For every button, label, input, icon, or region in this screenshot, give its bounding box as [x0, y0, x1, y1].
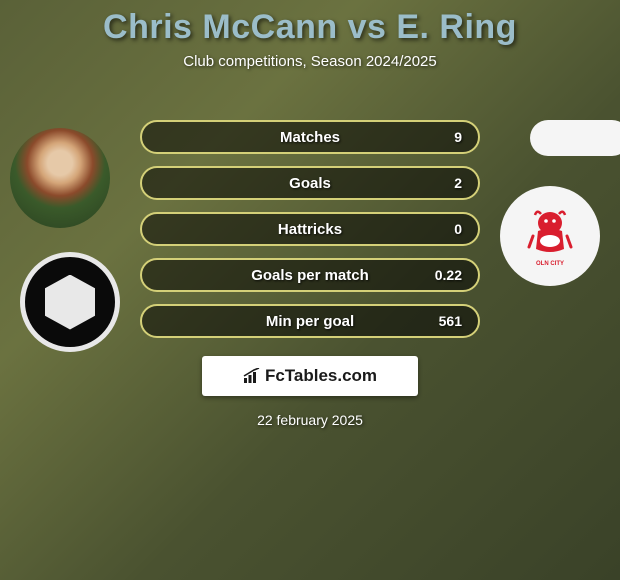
stat-row-hattricks: Hattricks 0 — [140, 212, 480, 246]
stat-row-matches: Matches 9 — [140, 120, 480, 154]
svg-text:OLN CITY: OLN CITY — [536, 261, 564, 267]
stat-value: 0.22 — [435, 267, 462, 283]
stat-label: Goals — [289, 175, 331, 192]
stat-label: Matches — [280, 129, 340, 146]
stat-row-mpg: Min per goal 561 — [140, 304, 480, 338]
stat-value: 9 — [454, 129, 462, 145]
stat-label: Hattricks — [278, 221, 342, 238]
subtitle: Club competitions, Season 2024/2025 — [0, 53, 620, 70]
stat-value: 2 — [454, 175, 462, 191]
stat-value: 561 — [439, 313, 462, 329]
comparison-card: Chris McCann vs E. Ring Club competition… — [0, 0, 620, 580]
player1-club-badge — [20, 252, 120, 352]
stat-value: 0 — [454, 221, 462, 237]
stats-panel: Matches 9 Goals 2 Hattricks 0 Goals per … — [140, 120, 480, 428]
player2-photo — [530, 120, 620, 156]
logo-text: FcTables.com — [265, 366, 377, 386]
stat-row-gpm: Goals per match 0.22 — [140, 258, 480, 292]
site-logo[interactable]: FcTables.com — [202, 356, 418, 396]
stat-label: Min per goal — [266, 313, 354, 330]
date-text: 22 february 2025 — [140, 412, 480, 428]
player2-club-badge: OLN CITY — [500, 186, 600, 286]
chart-icon — [243, 368, 261, 384]
stat-row-goals: Goals 2 — [140, 166, 480, 200]
imp-icon: OLN CITY — [515, 201, 585, 271]
stat-label: Goals per match — [251, 267, 369, 284]
player1-photo — [10, 128, 110, 228]
page-title: Chris McCann vs E. Ring — [0, 8, 620, 47]
